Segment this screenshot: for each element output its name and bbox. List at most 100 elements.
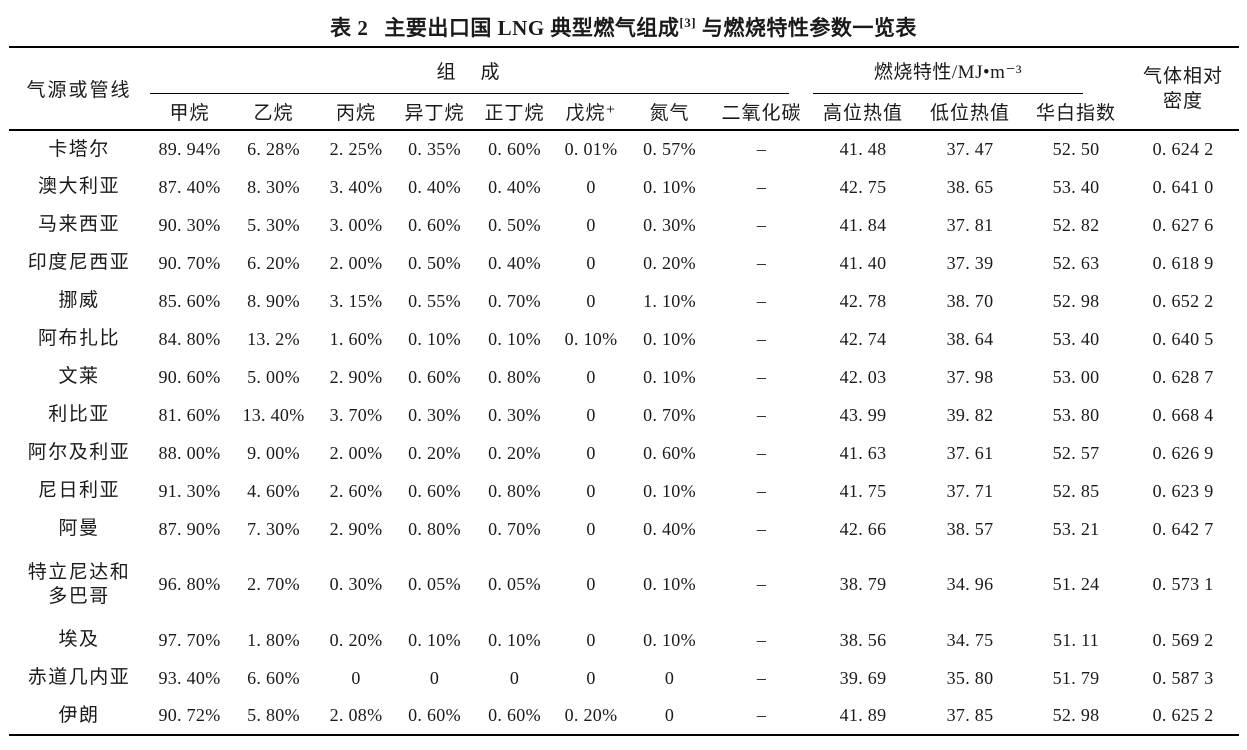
table-cell: 38. 65 xyxy=(946,176,994,197)
table-cell: 38. 64 xyxy=(946,328,994,349)
table-cell: 0. 668 4 xyxy=(1152,404,1214,425)
row-name-cell: 赤道几内亚 xyxy=(27,667,131,688)
row-name-cell: 阿布扎比 xyxy=(37,328,120,349)
table-cell: 9. 00% xyxy=(247,442,300,463)
table-cell: 0. 642 7 xyxy=(1152,518,1214,539)
lng-composition-table: 气源或管线 组 成 燃烧特性/MJ•m⁻³ 气体相对 密度 甲烷 乙烷 丙烷 异丁烷正… xyxy=(9,46,1240,736)
table-cell: 0. 40% xyxy=(643,518,696,539)
table-cell: 0. 55% xyxy=(408,290,461,311)
table-cell: – xyxy=(756,518,767,539)
table-title: 表 2 主要出口国 LNG 典型燃气组成[3] 与燃烧特性参数一览表 xyxy=(0,0,1247,46)
table-cell: 0. 628 7 xyxy=(1152,366,1214,387)
table-cell: – xyxy=(756,366,767,387)
table-cell: 0. 30% xyxy=(329,574,383,594)
table-cell: 0. 20% xyxy=(408,442,461,463)
table-row: 利比亚 81. 60% 13. 40% 3. 70% 0. 30% 0. 30% 0 0. 7… xyxy=(9,396,1239,434)
table-cell: 53. 40 xyxy=(1052,328,1100,349)
table-cell: 2. 60% xyxy=(329,480,383,501)
table-title-suffix: 与燃烧特性参数一览表 xyxy=(701,16,917,40)
subcolumn-header: 二氧化碳 xyxy=(712,94,812,131)
table-cell: 0. 50% xyxy=(488,214,541,235)
subcolumn-header: 正丁烷 xyxy=(474,94,555,131)
table-cell: 91. 30% xyxy=(158,480,221,501)
table-cell: – xyxy=(756,328,767,349)
table-cell: – xyxy=(756,442,767,463)
table-cell: 0. 40% xyxy=(408,176,461,197)
table-cell: 0. 10% xyxy=(564,328,618,349)
table-cell: 3. 40% xyxy=(329,176,383,197)
table-cell: 41. 84 xyxy=(839,214,887,235)
table-cell: 0. 20% xyxy=(329,629,383,650)
table-cell: 0 xyxy=(586,518,596,539)
row-name-cell: 阿曼 xyxy=(58,518,100,539)
table-cell: 0 xyxy=(351,667,361,688)
table-cell: 37. 85 xyxy=(946,705,994,725)
row-name-cell: 埃及 xyxy=(58,629,100,650)
table-cell: 0 xyxy=(586,176,596,197)
table-cell: 34. 75 xyxy=(946,629,994,650)
table-row: 阿尔及利亚 88. 00% 9. 00% 2. 00% 0. 20% 0. 20% 0 0. … xyxy=(9,434,1239,472)
table-cell: 2. 90% xyxy=(329,366,383,387)
table-cell: 1. 80% xyxy=(247,629,300,650)
table-cell: – xyxy=(756,705,767,725)
table-cell: 6. 20% xyxy=(247,252,300,273)
table-cell: 41. 63 xyxy=(839,442,887,463)
table-cell: – xyxy=(756,480,767,501)
table-cell: 0. 569 2 xyxy=(1152,629,1214,650)
table-cell: – xyxy=(756,139,767,159)
table-cell: 0. 641 0 xyxy=(1152,176,1214,197)
table-cell: 37. 39 xyxy=(946,252,994,273)
table-cell: 0 xyxy=(586,667,596,688)
table-cell: – xyxy=(756,214,767,235)
table-cell: 38. 79 xyxy=(839,574,887,594)
table-cell: 2. 70% xyxy=(247,574,300,594)
table-cell: 52. 50 xyxy=(1052,139,1100,159)
table-cell: 0. 10% xyxy=(643,574,696,594)
table-cell: 41. 75 xyxy=(839,480,887,501)
table-cell: 0. 01% xyxy=(564,139,618,159)
table-cell: 53. 00 xyxy=(1052,366,1100,387)
row-name-cell: 卡塔尔 xyxy=(48,138,110,160)
table-title-main: 主要出口国 LNG 典型燃气组成 xyxy=(384,16,680,40)
table-cell: 52. 82 xyxy=(1052,214,1100,235)
table-cell: – xyxy=(756,667,767,688)
subcolumn-header: 氮气 xyxy=(627,94,712,131)
table-row: 挪威 85. 60% 8. 90% 3. 15% 0. 55% 0. 70% 0 1. 10%… xyxy=(9,282,1239,320)
table-row: 埃及 97. 70% 1. 80% 0. 20% 0. 10% 0. 10% 0 0. 10%… xyxy=(9,621,1239,659)
table-cell: – xyxy=(756,176,767,197)
table-cell: 0. 626 9 xyxy=(1152,442,1214,463)
table-cell: 0 xyxy=(586,629,596,650)
table-cell: 4. 60% xyxy=(247,480,300,501)
table-cell: 0. 10% xyxy=(408,629,461,650)
col-group-composition: 组 成 xyxy=(149,47,811,94)
row-name-cell: 特立尼达和 多巴哥 xyxy=(27,561,131,607)
table-cell: 88. 00% xyxy=(158,442,221,463)
table-cell: 0. 624 2 xyxy=(1152,139,1214,159)
row-name-cell: 挪威 xyxy=(58,290,100,311)
table-cell: 5. 80% xyxy=(247,705,300,725)
table-cell: 0. 80% xyxy=(488,366,541,387)
subcolumn-header: 丙烷 xyxy=(317,94,395,131)
table-cell: 0. 35% xyxy=(408,139,461,159)
subcolumn-header: 异丁烷 xyxy=(395,94,474,131)
table-cell: 1. 60% xyxy=(329,328,383,349)
table-cell: 2. 08% xyxy=(329,705,383,725)
subcolumn-header: 华白指数 xyxy=(1025,94,1128,131)
table-cell: 90. 72% xyxy=(158,705,221,725)
table-cell: 0. 60% xyxy=(408,705,461,725)
row-name-cell: 利比亚 xyxy=(48,404,110,425)
table-cell: 39. 82 xyxy=(946,404,994,425)
table-cell: 53. 21 xyxy=(1052,518,1100,539)
table-row: 阿布扎比 84. 80% 13. 2% 1. 60% 0. 10% 0. 10% 0. 10… xyxy=(9,320,1239,358)
table-cell: 0. 60% xyxy=(643,442,696,463)
table-cell: 6. 28% xyxy=(247,139,300,159)
table-cell: 3. 70% xyxy=(329,404,383,425)
table-number: 表 2 xyxy=(330,16,369,40)
table-cell: 0. 10% xyxy=(408,328,461,349)
table-cell: 43. 99 xyxy=(839,404,887,425)
table-cell: 81. 60% xyxy=(158,404,221,425)
table-cell: 0. 652 2 xyxy=(1152,290,1214,311)
table-cell: 51. 11 xyxy=(1052,629,1100,650)
composition-group-text: 组 成 xyxy=(436,62,503,84)
